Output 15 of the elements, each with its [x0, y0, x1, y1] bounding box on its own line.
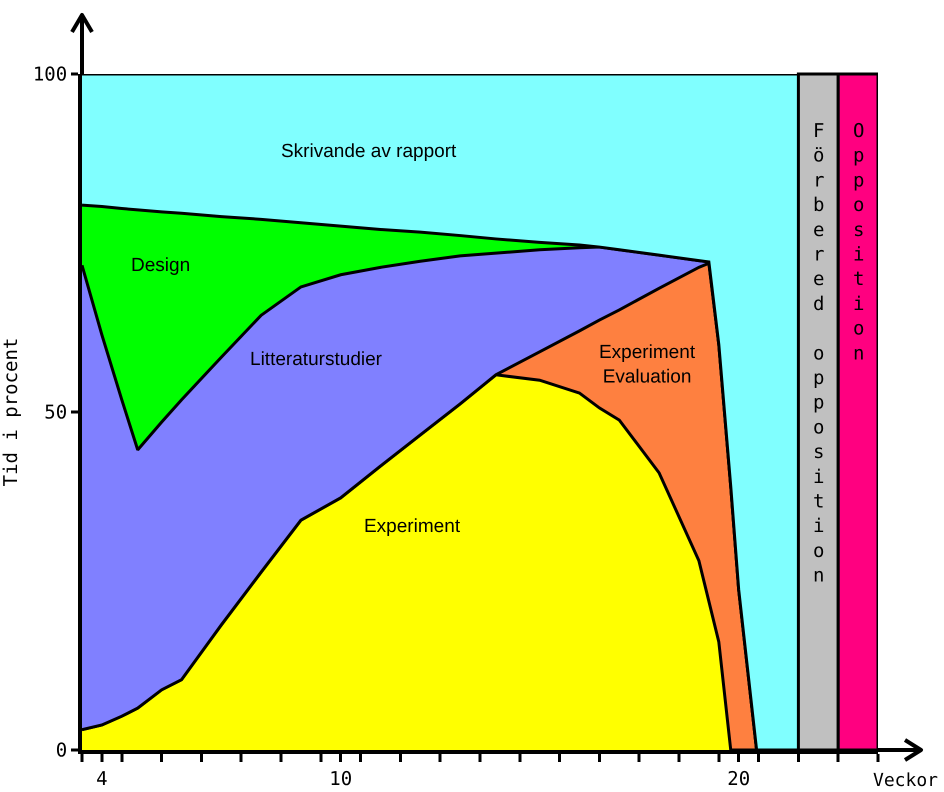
- annotation: Design: [131, 255, 190, 276]
- annotation: Skrivande av rapport: [281, 141, 458, 162]
- annotation: Experiment Evaluation: [599, 342, 696, 388]
- x-tick-label: 4: [96, 768, 108, 790]
- x-tick-label: 20: [727, 768, 750, 790]
- x-tick-label: 10: [329, 768, 352, 790]
- annotation: Litteraturstudier: [250, 349, 383, 370]
- x-axis-title: Veckor: [873, 770, 938, 791]
- y-tick-label: 50: [44, 402, 68, 424]
- annotation: Experiment: [364, 516, 461, 537]
- y-tick-label: 100: [32, 64, 68, 86]
- y-axis-title: Tid i procent: [0, 338, 22, 486]
- text: Opposition: [853, 120, 864, 364]
- text: Förbered opposition: [813, 120, 824, 587]
- y-tick-label: 0: [56, 740, 68, 762]
